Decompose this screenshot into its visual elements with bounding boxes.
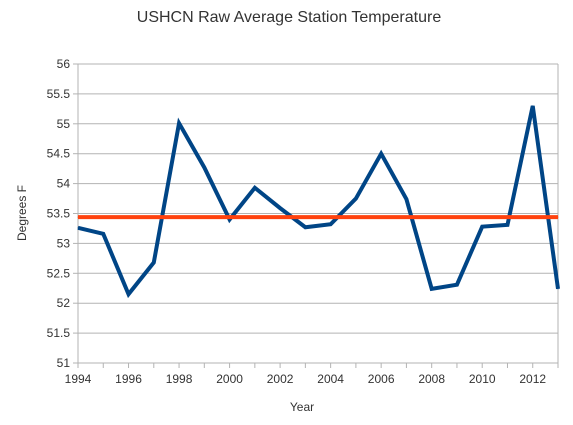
x-tick-label: 2008 — [418, 372, 445, 386]
tick-labels: 51 51.5 52 52.5 53 53.5 54 54.5 55 55.5 56 1994 1996… — [47, 57, 547, 386]
x-tick-label: 1998 — [166, 372, 193, 386]
x-tick-label: 2000 — [216, 372, 243, 386]
chart-title: USHCN Raw Average Station Temperature — [137, 9, 442, 26]
x-tick-label: 2012 — [519, 372, 546, 386]
y-tick-label: 51.5 — [47, 326, 71, 340]
temperature-data-point — [506, 224, 508, 226]
y-tick-label: 55 — [57, 117, 71, 131]
y-tick-label: 51 — [57, 356, 71, 370]
temperature-data-point — [178, 122, 180, 124]
average-data-point — [557, 216, 559, 218]
gridlines — [78, 63, 558, 364]
y-axis-label: Degrees F — [15, 185, 29, 241]
temperature-data-point — [153, 262, 155, 264]
temperature-data-point — [532, 105, 534, 107]
y-tick-label: 53.5 — [47, 207, 71, 221]
temperature-data-point — [557, 288, 559, 290]
temperature-data-point — [203, 166, 205, 168]
x-tick-label: 2006 — [368, 372, 395, 386]
y-tick-label: 54 — [57, 177, 71, 191]
temperature-data-point — [128, 293, 130, 295]
y-tick-label: 52.5 — [47, 266, 71, 280]
y-tick-label: 53 — [57, 236, 71, 250]
y-tick-label: 52 — [57, 296, 71, 310]
temperature-data-point — [481, 226, 483, 228]
temperature-data-point — [355, 198, 357, 200]
y-tick-label: 56 — [57, 57, 71, 71]
y-tick-label: 54.5 — [47, 147, 71, 161]
axes — [73, 63, 559, 368]
x-tick-label: 1994 — [65, 372, 92, 386]
temperature-data-point — [456, 284, 458, 286]
temperature-data-point — [330, 223, 332, 225]
temperature-data-point — [77, 227, 79, 229]
temperature-data-point — [304, 226, 306, 228]
x-tick-label: 1996 — [115, 372, 142, 386]
x-tick-label: 2002 — [267, 372, 294, 386]
temperature-data-point — [279, 207, 281, 209]
x-axis-label: Year — [290, 400, 314, 414]
temperature-data-point — [254, 187, 256, 189]
temperature-series-line — [77, 105, 560, 299]
temperature-data-point — [102, 233, 104, 235]
temperature-data-point — [431, 288, 433, 290]
x-tick-label: 2010 — [469, 372, 496, 386]
temperature-data-point — [405, 198, 407, 200]
temperature-data-point — [380, 153, 382, 155]
data-series — [77, 105, 560, 299]
y-tick-label: 55.5 — [47, 87, 71, 101]
x-tick-label: 2004 — [317, 372, 344, 386]
temperature-data-point — [229, 218, 231, 220]
average-data-point — [77, 216, 79, 218]
